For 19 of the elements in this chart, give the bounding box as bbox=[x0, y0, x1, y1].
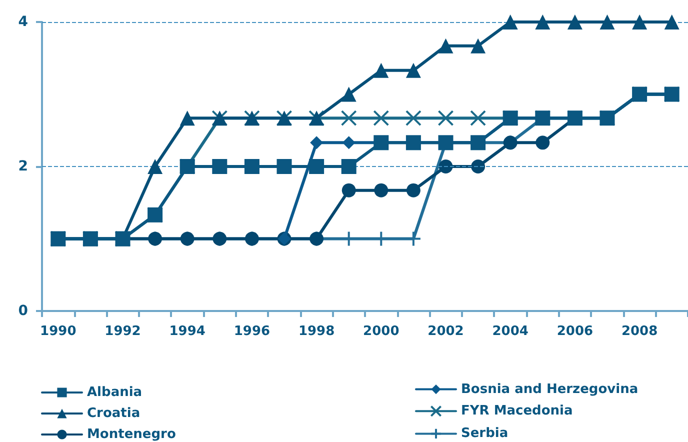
x-tick-label: 2008 bbox=[621, 324, 658, 339]
x-tick-label: 1992 bbox=[104, 324, 141, 339]
x-tick-label: 2004 bbox=[492, 324, 528, 339]
legend-label: FYR Macedonia bbox=[461, 404, 573, 419]
x-tick-label: 1994 bbox=[169, 324, 206, 339]
legend-label: Croatia bbox=[87, 406, 140, 421]
x-tick-label: 1990 bbox=[40, 324, 76, 339]
legend-label: Serbia bbox=[461, 426, 508, 442]
legend-label: Albania bbox=[87, 385, 142, 400]
legend-label: Bosnia and Herzegovina bbox=[461, 382, 638, 397]
y-tick-label: 2 bbox=[18, 158, 28, 174]
y-tick-label: 0 bbox=[18, 303, 28, 319]
x-tick-label: 1998 bbox=[298, 324, 335, 339]
y-tick-label: 4 bbox=[18, 14, 28, 30]
x-tick-label: 2006 bbox=[556, 324, 594, 339]
x-tick-label: 2002 bbox=[428, 324, 464, 339]
x-tick-label: 2000 bbox=[363, 324, 400, 339]
legend-label: Montenegro bbox=[87, 427, 176, 442]
x-tick-label: 1996 bbox=[234, 324, 270, 339]
